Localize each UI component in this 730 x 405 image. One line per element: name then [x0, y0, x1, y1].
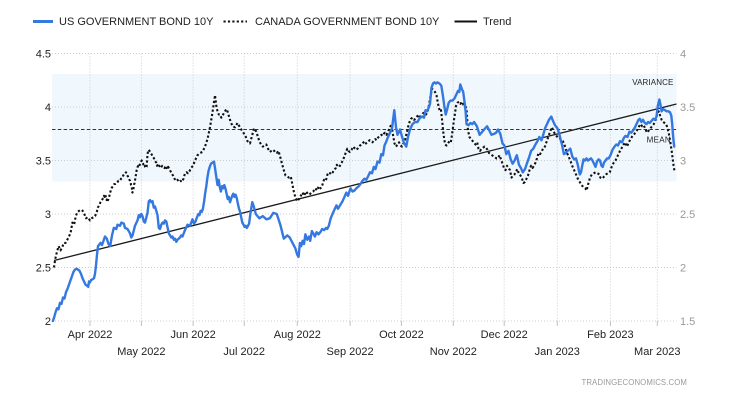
svg-text:Dec 2022: Dec 2022 — [481, 329, 528, 341]
svg-text:TRADINGECONOMICS.COM: TRADINGECONOMICS.COM — [581, 378, 687, 387]
svg-text:Oct 2022: Oct 2022 — [379, 329, 424, 341]
svg-text:VARIANCE: VARIANCE — [632, 78, 673, 87]
svg-text:2: 2 — [680, 263, 686, 275]
svg-text:May 2022: May 2022 — [117, 346, 165, 358]
svg-text:Nov 2022: Nov 2022 — [430, 346, 477, 358]
svg-text:Apr 2022: Apr 2022 — [68, 329, 113, 341]
svg-text:3.5: 3.5 — [36, 156, 51, 168]
svg-text:2.5: 2.5 — [680, 209, 695, 221]
svg-text:Mar 2023: Mar 2023 — [634, 346, 680, 358]
svg-text:CANADA GOVERNMENT BOND 10Y: CANADA GOVERNMENT BOND 10Y — [255, 16, 440, 28]
svg-text:Trend: Trend — [483, 16, 511, 28]
svg-text:1.5: 1.5 — [680, 316, 695, 328]
svg-text:4.5: 4.5 — [36, 49, 51, 61]
svg-text:4: 4 — [680, 49, 686, 61]
svg-text:3: 3 — [680, 156, 686, 168]
svg-text:Aug 2022: Aug 2022 — [274, 329, 321, 341]
svg-text:4: 4 — [45, 102, 51, 114]
svg-text:2.5: 2.5 — [36, 263, 51, 275]
svg-text:Jun 2022: Jun 2022 — [170, 329, 215, 341]
svg-text:Feb 2023: Feb 2023 — [587, 329, 633, 341]
svg-text:Jul 2022: Jul 2022 — [223, 346, 265, 358]
svg-text:2: 2 — [45, 316, 51, 328]
svg-text:Sep 2022: Sep 2022 — [327, 346, 374, 358]
svg-text:3: 3 — [45, 209, 51, 221]
svg-text:Jan 2023: Jan 2023 — [535, 346, 580, 358]
svg-text:MEAN: MEAN — [647, 136, 671, 145]
svg-text:US GOVERNMENT BOND 10Y: US GOVERNMENT BOND 10Y — [59, 16, 214, 28]
svg-text:3.5: 3.5 — [680, 102, 695, 114]
